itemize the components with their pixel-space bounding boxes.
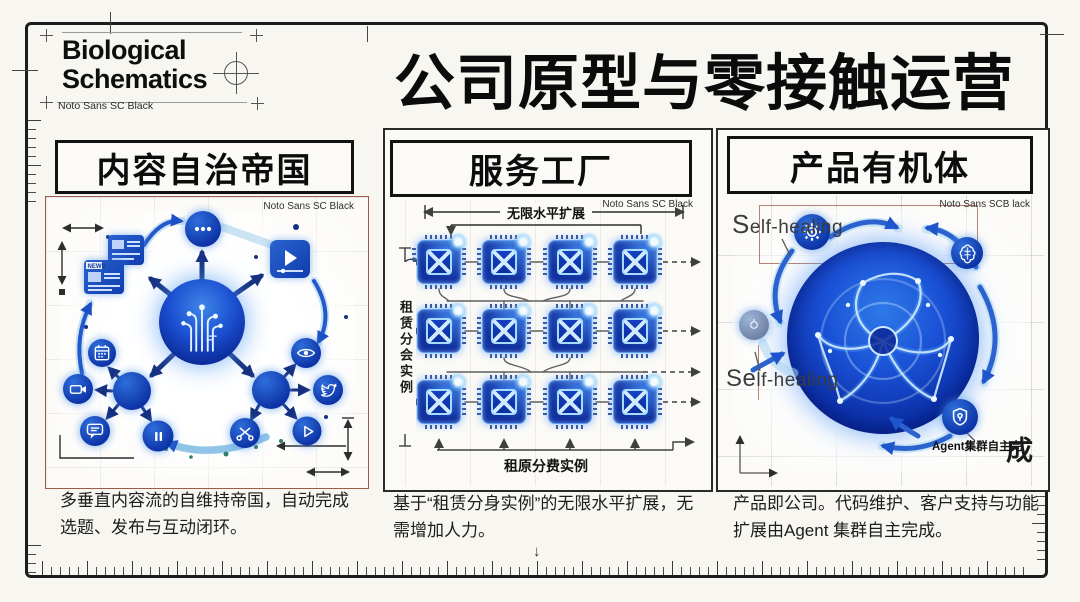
panel-caption-service-factory: 基于“租赁分身实例”的无限水平扩展，无需增加人力。 bbox=[393, 494, 694, 541]
camera-icon bbox=[63, 374, 93, 404]
registration-crosshair-icon bbox=[213, 52, 259, 94]
self-healing-label-top: Self-healing bbox=[732, 209, 844, 239]
pause-icon bbox=[142, 420, 174, 452]
cpu-chip-icon bbox=[543, 301, 599, 358]
cpu-chip-icon bbox=[412, 372, 468, 429]
shield-icon bbox=[942, 399, 978, 435]
font-note: Noto Sans SC Black bbox=[263, 201, 354, 212]
ruler-ticks-left-lower bbox=[28, 545, 41, 575]
cpu-chip-icon bbox=[608, 301, 664, 358]
ruler-ticks-left bbox=[28, 120, 41, 210]
panel-caption-product-organism: 产品即公司。代码维护、客户支持与功能扩展由Agent 集群自主完成。 bbox=[733, 494, 1039, 541]
cpu-chip-icon bbox=[543, 372, 599, 429]
logo-title: Biological Schematics bbox=[62, 35, 208, 94]
hub-node bbox=[252, 371, 290, 409]
center-down-arrow-icon: ↓ bbox=[533, 543, 541, 560]
horizontal-scale-label: 无限水平扩展 bbox=[499, 203, 593, 222]
chat-icon bbox=[80, 416, 110, 446]
registration-tick bbox=[110, 12, 111, 34]
registration-tick bbox=[1040, 34, 1064, 35]
panel-title-text: 内容自治帝国 bbox=[96, 151, 313, 190]
panel-title-content-empire: 内容自治帝国 bbox=[55, 140, 354, 194]
panel-canvas-content-empire: Noto Sans SC Black bbox=[45, 196, 369, 489]
panel-canvas-service-factory: Noto Sans SC Black bbox=[385, 199, 707, 486]
font-note: Noto Sans SCB lack bbox=[939, 199, 1030, 210]
cpu-chip-icon bbox=[477, 372, 533, 429]
ai-core-sphere bbox=[159, 279, 245, 365]
ellipsis-icon bbox=[185, 211, 221, 247]
organism-sphere bbox=[787, 242, 979, 434]
cpu-chip-icon bbox=[608, 372, 664, 429]
panel-title-text: 产品有机体 bbox=[790, 149, 970, 188]
agent-cluster-label: Agent集群自主完 bbox=[932, 441, 1023, 453]
twitter-bird-icon bbox=[313, 375, 343, 405]
registration-plus-icon bbox=[250, 29, 263, 42]
big-char-label: 成 bbox=[1006, 436, 1033, 466]
registration-plus-icon bbox=[40, 96, 53, 109]
panel-title-text: 服务工厂 bbox=[469, 153, 613, 191]
gear-icon bbox=[794, 214, 830, 250]
ruler-ticks-bottom bbox=[42, 561, 1030, 575]
bottom-axis-label: 租原分费实例 bbox=[504, 458, 588, 474]
registration-plus-icon bbox=[40, 29, 53, 42]
vertical-axis-label: 租赁分会实例 bbox=[395, 262, 416, 434]
cpu-chip-icon bbox=[412, 301, 468, 358]
cpu-chip-icon bbox=[412, 232, 468, 289]
self-healing-label-bottom: Self-healing bbox=[726, 365, 839, 392]
logo-rule bbox=[62, 32, 242, 33]
video-player-icon bbox=[270, 240, 310, 278]
play-icon bbox=[292, 416, 322, 446]
cpu-chip-icon bbox=[608, 232, 664, 289]
registration-tick bbox=[12, 70, 38, 71]
blueprint-redline bbox=[758, 345, 759, 400]
panel-title-service-factory: 服务工厂 bbox=[390, 140, 692, 197]
registration-plus-icon bbox=[251, 97, 264, 110]
neural-web bbox=[815, 272, 954, 405]
module-blob-icon bbox=[739, 310, 769, 340]
svg-text:NEWS: NEWS bbox=[88, 264, 106, 270]
calendar-icon bbox=[88, 339, 116, 367]
scissors-icon bbox=[230, 418, 260, 448]
cpu-chip-icon bbox=[477, 232, 533, 289]
cpu-chip-icon bbox=[477, 301, 533, 358]
registration-tick bbox=[367, 26, 368, 42]
eye-icon bbox=[291, 338, 321, 368]
hub-node bbox=[113, 372, 151, 410]
logo-font-note: Noto Sans SC Black bbox=[58, 100, 154, 112]
brain-icon bbox=[951, 237, 983, 269]
page-title: 公司原型与零接触运营 bbox=[393, 49, 1014, 117]
cpu-chip-icon bbox=[543, 232, 599, 289]
logo-rule bbox=[57, 102, 247, 103]
panel-caption-content-empire: 多垂直内容流的自维持帝国，自动完成选题、发布与互动闭环。 bbox=[60, 491, 349, 538]
panel-title-product-organism: 产品有机体 bbox=[727, 136, 1033, 194]
news-card-icon: NEWS bbox=[84, 260, 124, 294]
font-note: Noto Sans SC Black bbox=[602, 199, 693, 210]
panel-canvas-product-organism: Noto Sans SCB lack bbox=[718, 195, 1044, 486]
